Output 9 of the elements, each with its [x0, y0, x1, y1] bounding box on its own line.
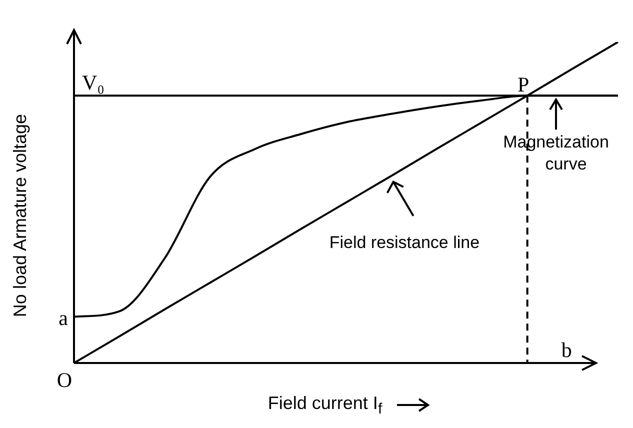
annotation: a	[58, 306, 69, 330]
text: O	[56, 368, 72, 392]
annotation: Magnetization curve	[503, 132, 609, 174]
y-axis-title: No load Armature voltage	[10, 114, 32, 318]
annotation: P	[517, 72, 530, 97]
x-axis-title: Field current I$_{f}$	[268, 393, 382, 418]
annotation: Field resistance line	[329, 232, 480, 252]
annotation: b	[561, 338, 572, 362]
annotation: V₀	[82, 70, 104, 95]
